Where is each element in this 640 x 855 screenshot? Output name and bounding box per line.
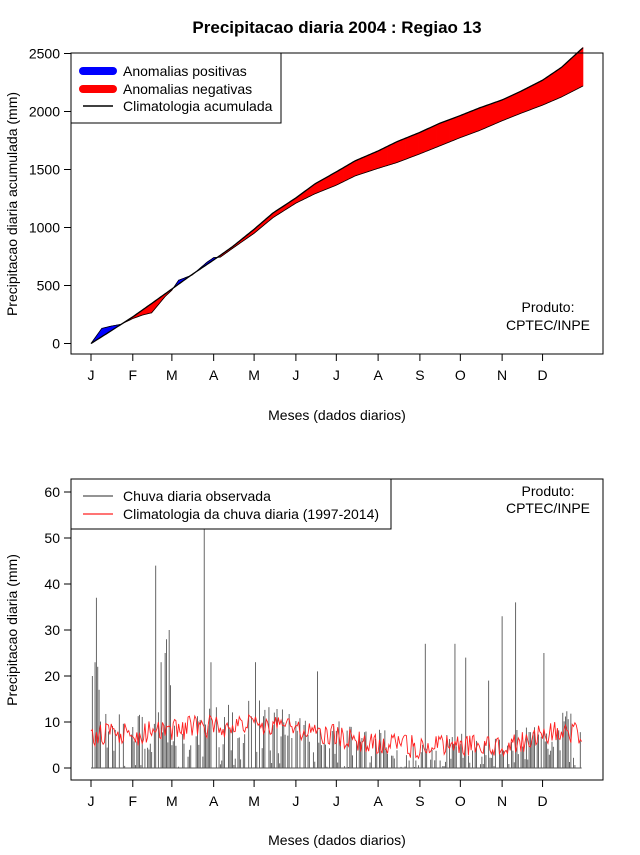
x-axis-label-top: Meses (dados diarios) xyxy=(268,407,406,423)
x-tick-label: O xyxy=(455,367,466,383)
negative-anomaly-segment xyxy=(581,47,584,88)
y-tick-label: 2500 xyxy=(29,46,60,62)
y-tick-label: 0 xyxy=(52,760,60,776)
x-tick-label: M xyxy=(248,367,260,383)
x-tick-label: A xyxy=(373,793,383,809)
legend-bottom: Chuva diaria observada Climatologia da c… xyxy=(70,478,392,530)
legend-box-top xyxy=(70,52,282,124)
panel-daily: 0 10 20 30 40 50 60 J F M A M J J A S O N D Meses (dados … xyxy=(4,478,604,848)
x-tick-label: M xyxy=(166,793,178,809)
y-tick-label: 0 xyxy=(52,336,60,352)
y-tick-label: 2000 xyxy=(29,104,60,120)
observed-accumulated-line xyxy=(90,85,584,344)
y-tick-label: 1000 xyxy=(29,220,60,236)
y-tick-label: 40 xyxy=(44,576,60,592)
x-tick-label: M xyxy=(248,793,260,809)
daily-climatology-line xyxy=(90,713,583,760)
x-tick-label: F xyxy=(129,793,138,809)
legend-label-observed: Chuva diaria observada xyxy=(123,488,271,504)
x-tick-label: A xyxy=(209,367,219,383)
y-tick-label: 30 xyxy=(44,622,60,638)
x-tick-label: S xyxy=(415,367,424,383)
legend-label-negative: Anomalias negativas xyxy=(123,81,252,97)
x-tick-label: D xyxy=(537,793,547,809)
x-tick-label: O xyxy=(455,793,466,809)
y-tick-label: 1500 xyxy=(29,162,60,178)
x-tick-label: J xyxy=(292,367,299,383)
climatology-accumulated-line xyxy=(90,47,584,345)
accumulated-lines-group xyxy=(90,47,584,345)
x-tick-label: J xyxy=(333,367,340,383)
x-tick-label: A xyxy=(373,367,383,383)
x-tick-label: F xyxy=(129,367,138,383)
product-source-top: CPTEC/INPE xyxy=(506,317,590,333)
product-label-top: Produto: xyxy=(522,299,575,315)
x-tick-label: D xyxy=(537,367,547,383)
x-tick-label: N xyxy=(497,367,507,383)
y-axis-label-top: Precipitacao diaria acumulada (mm) xyxy=(4,92,20,316)
x-tick-label: J xyxy=(333,793,340,809)
y-axis-daily: 0 10 20 30 40 50 60 xyxy=(44,484,72,776)
panel-accumulated: 0 500 1000 1500 2000 2500 J F M A M J J A S O N D Meses … xyxy=(4,46,604,423)
y-axis-label-bottom: Precipitacao diaria (mm) xyxy=(4,554,20,706)
legend-top: Anomalias positivas Anomalias negativas … xyxy=(70,52,282,124)
legend-label-climatology: Climatologia acumulada xyxy=(123,98,273,114)
legend-box-bottom xyxy=(70,478,392,530)
y-axis-accumulated: 0 500 1000 1500 2000 2500 xyxy=(29,46,72,352)
daily-climatology-group xyxy=(90,713,583,760)
y-tick-label: 10 xyxy=(44,714,60,730)
x-tick-label: A xyxy=(209,793,219,809)
product-source-bottom: CPTEC/INPE xyxy=(506,500,590,516)
x-tick-label: S xyxy=(415,793,424,809)
x-tick-label: J xyxy=(88,367,95,383)
x-tick-label: J xyxy=(88,793,95,809)
x-axis-label-bottom: Meses (dados diarios) xyxy=(268,832,406,848)
chart-title: Precipitacao diaria 2004 : Regiao 13 xyxy=(192,18,481,37)
x-tick-label: J xyxy=(292,793,299,809)
legend-label-daily-climatology: Climatologia da chuva diaria (1997-2014) xyxy=(123,506,379,522)
product-label-bottom: Produto: xyxy=(522,483,575,499)
x-tick-label: M xyxy=(166,367,178,383)
y-tick-label: 20 xyxy=(44,668,60,684)
legend-label-positive: Anomalias positivas xyxy=(123,63,247,79)
y-tick-label: 50 xyxy=(44,530,60,546)
y-tick-label: 500 xyxy=(37,278,61,294)
y-tick-label: 60 xyxy=(44,484,60,500)
x-tick-label: N xyxy=(497,793,507,809)
